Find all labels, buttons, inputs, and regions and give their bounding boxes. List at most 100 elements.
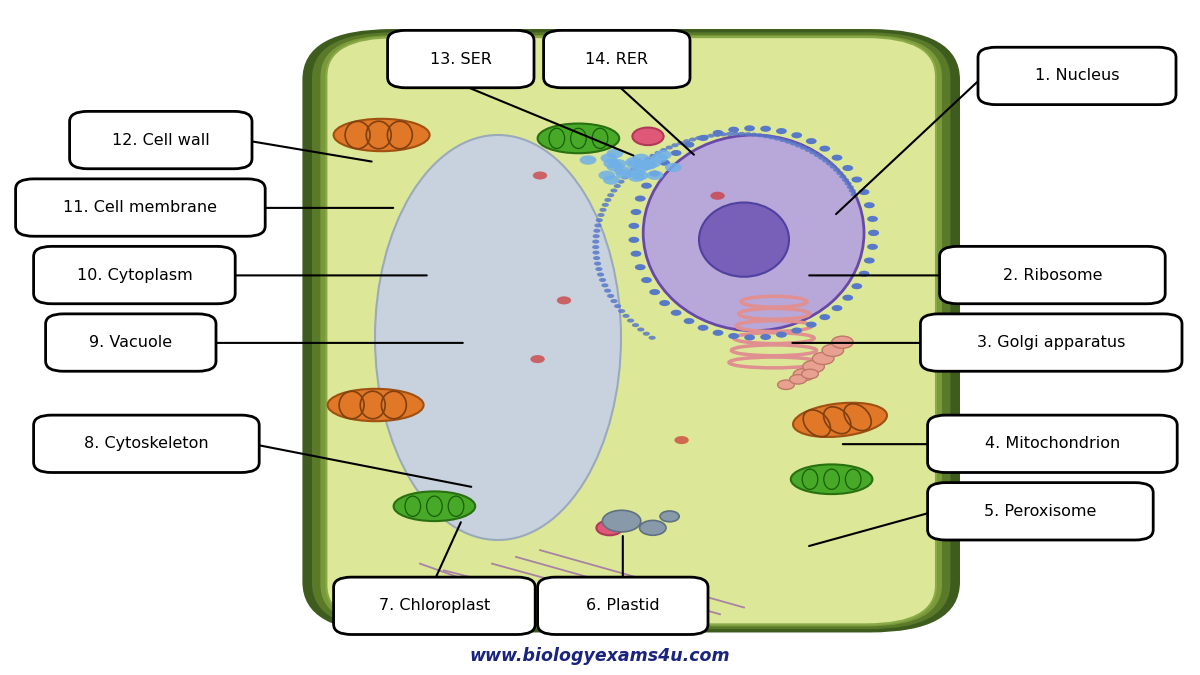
Circle shape <box>802 369 818 379</box>
Circle shape <box>732 132 739 136</box>
Circle shape <box>596 273 604 277</box>
Circle shape <box>606 148 623 158</box>
FancyBboxPatch shape <box>920 314 1182 371</box>
Circle shape <box>864 202 875 209</box>
Circle shape <box>629 237 640 243</box>
Circle shape <box>632 154 649 163</box>
Text: 9. Vacuole: 9. Vacuole <box>89 335 173 350</box>
Circle shape <box>805 148 812 152</box>
Circle shape <box>829 165 836 169</box>
Circle shape <box>791 132 802 138</box>
Circle shape <box>852 283 863 289</box>
Circle shape <box>595 267 602 271</box>
Circle shape <box>599 278 606 282</box>
Circle shape <box>714 133 721 137</box>
Circle shape <box>611 188 618 192</box>
Circle shape <box>842 295 853 301</box>
Circle shape <box>836 171 844 176</box>
Ellipse shape <box>793 403 887 437</box>
Circle shape <box>617 180 624 184</box>
Ellipse shape <box>334 119 430 151</box>
Circle shape <box>604 176 620 185</box>
Circle shape <box>600 153 617 163</box>
Circle shape <box>868 244 878 250</box>
Circle shape <box>630 167 637 171</box>
Circle shape <box>756 133 763 137</box>
Circle shape <box>728 127 739 133</box>
Circle shape <box>832 155 842 161</box>
Circle shape <box>848 189 856 193</box>
Circle shape <box>738 132 745 136</box>
Circle shape <box>641 277 652 283</box>
Circle shape <box>806 321 817 327</box>
Circle shape <box>660 148 667 152</box>
FancyBboxPatch shape <box>320 35 942 626</box>
Circle shape <box>596 520 623 535</box>
Ellipse shape <box>374 135 622 540</box>
Circle shape <box>629 223 640 229</box>
Circle shape <box>640 520 666 535</box>
Circle shape <box>697 325 708 331</box>
Circle shape <box>557 296 571 304</box>
Circle shape <box>761 334 772 340</box>
Circle shape <box>820 146 830 152</box>
Circle shape <box>622 176 629 180</box>
Circle shape <box>649 171 660 177</box>
Circle shape <box>601 202 608 207</box>
Circle shape <box>649 289 660 295</box>
Text: 4. Mitochondrion: 4. Mitochondrion <box>985 436 1120 452</box>
Ellipse shape <box>791 464 872 494</box>
Circle shape <box>859 271 870 277</box>
Circle shape <box>869 230 878 236</box>
Circle shape <box>631 209 642 215</box>
Circle shape <box>833 168 840 172</box>
Circle shape <box>601 284 608 288</box>
Circle shape <box>726 132 733 136</box>
Circle shape <box>660 511 679 522</box>
FancyBboxPatch shape <box>70 111 252 169</box>
Text: 2. Ribosome: 2. Ribosome <box>1003 267 1102 283</box>
Circle shape <box>659 300 670 306</box>
Circle shape <box>594 223 601 227</box>
Circle shape <box>728 333 739 339</box>
Circle shape <box>701 135 708 139</box>
Circle shape <box>638 160 655 169</box>
FancyBboxPatch shape <box>928 483 1153 540</box>
Circle shape <box>632 128 664 145</box>
Circle shape <box>648 335 655 340</box>
Ellipse shape <box>394 491 475 521</box>
Circle shape <box>744 126 755 132</box>
Circle shape <box>616 169 632 179</box>
Circle shape <box>822 344 844 356</box>
Text: 13. SER: 13. SER <box>430 51 492 67</box>
Circle shape <box>533 171 547 180</box>
Circle shape <box>859 189 870 195</box>
Circle shape <box>806 138 817 144</box>
FancyBboxPatch shape <box>940 246 1165 304</box>
Circle shape <box>761 126 772 132</box>
Circle shape <box>618 309 625 313</box>
Circle shape <box>868 216 878 222</box>
Circle shape <box>604 289 611 293</box>
Text: 3. Golgi apparatus: 3. Golgi apparatus <box>977 335 1126 350</box>
Circle shape <box>647 171 664 180</box>
Circle shape <box>812 352 834 365</box>
Circle shape <box>665 163 682 172</box>
Circle shape <box>666 146 673 150</box>
Circle shape <box>778 380 794 389</box>
Circle shape <box>632 323 640 327</box>
FancyBboxPatch shape <box>544 30 690 88</box>
Circle shape <box>623 314 630 318</box>
Circle shape <box>768 135 775 139</box>
Circle shape <box>826 161 833 165</box>
Circle shape <box>628 172 644 182</box>
Circle shape <box>707 134 714 138</box>
Circle shape <box>720 132 727 136</box>
Circle shape <box>762 134 769 138</box>
Circle shape <box>689 138 696 142</box>
Circle shape <box>809 151 816 155</box>
Circle shape <box>832 336 853 348</box>
Circle shape <box>852 177 863 183</box>
Circle shape <box>607 193 614 197</box>
Circle shape <box>794 144 802 148</box>
